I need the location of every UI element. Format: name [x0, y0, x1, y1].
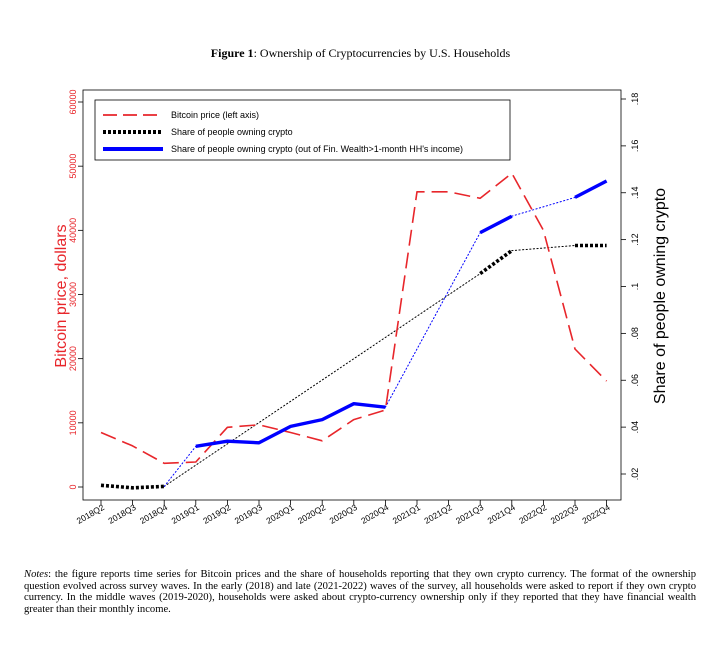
series-layer — [100, 172, 608, 490]
right-tick-label: .02 — [630, 468, 640, 481]
connector-layer — [163, 196, 576, 487]
left-tick-label: 0 — [68, 484, 78, 489]
x-tick-label: 2020Q1 — [264, 502, 295, 526]
x-tick-label: 2022Q3 — [549, 502, 580, 526]
x-tick-label: 2020Q4 — [359, 502, 390, 526]
blue-dotted-connector — [384, 232, 481, 408]
left-axis-label: Bitcoin price, dollars — [53, 224, 70, 367]
crypto-share-line — [479, 249, 513, 276]
x-tick-label: 2021Q2 — [422, 502, 453, 526]
right-tick-label: .16 — [630, 140, 640, 153]
black-dotted-connector — [163, 273, 481, 487]
x-tick-label: 2022Q2 — [517, 502, 548, 526]
notes-text: : the figure reports time series for Bit… — [24, 569, 696, 615]
x-tick-label: 2018Q3 — [106, 502, 137, 526]
plot-frame — [82, 89, 622, 501]
legend-label-bitcoin: Bitcoin price (left axis) — [171, 110, 259, 120]
crypto-share-finwealth-line — [479, 214, 513, 235]
right-tick-label: .08 — [630, 327, 640, 340]
ownership-chart: 0 10000 20000 30000 40000 50000 60000 .02 .04 .06… — [53, 89, 669, 526]
right-axis-label: Share of people owning crypto — [652, 188, 669, 404]
x-tick-label: 2020Q3 — [328, 502, 359, 526]
x-tick-label: 2018Q2 — [75, 502, 106, 526]
x-tick-label: 2020Q2 — [296, 502, 327, 526]
right-tick-label: .1 — [630, 283, 640, 291]
crypto-share-finwealth-line — [574, 179, 608, 199]
left-tick-label: 50000 — [68, 154, 78, 179]
bitcoin-price-line — [100, 172, 608, 465]
left-tick-label: 30000 — [68, 282, 78, 307]
left-tick-label: 60000 — [68, 89, 78, 114]
right-tick-label: .06 — [630, 374, 640, 387]
x-tick-label: 2019Q2 — [201, 502, 232, 526]
crypto-share-finwealth-line — [195, 402, 386, 448]
right-tick-label: .04 — [630, 421, 640, 434]
legend-label-share: Share of people owning crypto — [171, 127, 293, 137]
legend-box — [94, 99, 511, 161]
right-tick-label: .14 — [630, 186, 640, 199]
figure-notes: Notes: the figure reports time series fo… — [24, 569, 696, 615]
x-tick-label: 2019Q3 — [233, 502, 264, 526]
left-tick-label: 10000 — [68, 410, 78, 435]
right-tick-label: .12 — [630, 233, 640, 246]
black-dotted-connector — [511, 244, 576, 252]
blue-dotted-connector — [163, 445, 197, 487]
blue-dotted-connector — [511, 196, 576, 217]
figure-title-text: : Ownership of Cryptocurrencies by U.S. … — [253, 46, 511, 60]
x-tick-label: 2019Q1 — [170, 502, 201, 526]
legend: Bitcoin price (left axis) Share of peopl… — [94, 99, 511, 161]
x-tick-label: 2021Q1 — [391, 502, 422, 526]
right-tick-label: .18 — [630, 93, 640, 106]
left-tick-label: 40000 — [68, 218, 78, 243]
left-tick-label: 20000 — [68, 346, 78, 371]
crypto-share-line — [100, 483, 165, 490]
figure-title-label: Figure 1 — [210, 46, 254, 60]
notes-label: Notes — [24, 569, 49, 580]
figure-title: Figure 1: Ownership of Cryptocurrencies … — [0, 46, 721, 61]
x-tick-label: 2021Q4 — [486, 502, 517, 526]
legend-label-share-fin: Share of people owning crypto (out of Fi… — [171, 144, 463, 154]
x-tick-label: 2022Q4 — [580, 502, 611, 526]
x-tick-label: 2021Q3 — [454, 502, 485, 526]
x-tick-label: 2018Q4 — [138, 502, 169, 526]
